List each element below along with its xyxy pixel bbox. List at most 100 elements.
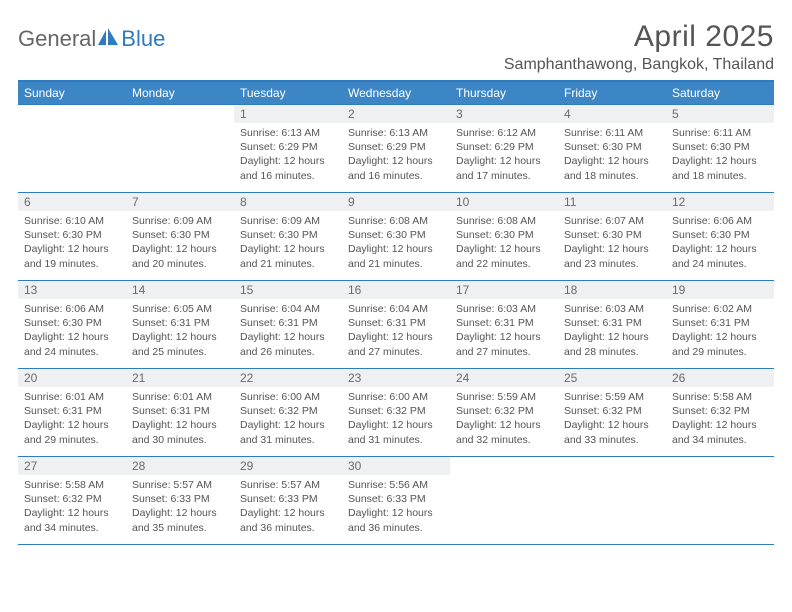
daylight-text: Daylight: 12 hours and 24 minutes. <box>672 242 768 270</box>
weekday-header: Sunday <box>18 81 126 105</box>
sunrise-text: Sunrise: 6:13 AM <box>240 126 336 140</box>
month-title: April 2025 <box>504 20 774 54</box>
calendar-day-cell: 29Sunrise: 5:57 AMSunset: 6:33 PMDayligh… <box>234 457 342 545</box>
day-number: 23 <box>342 369 450 387</box>
day-details: Sunrise: 6:02 AMSunset: 6:31 PMDaylight:… <box>666 299 774 363</box>
calendar-day-cell <box>126 105 234 193</box>
sunset-text: Sunset: 6:29 PM <box>240 140 336 154</box>
calendar-day-cell: 12Sunrise: 6:06 AMSunset: 6:30 PMDayligh… <box>666 193 774 281</box>
day-number: 11 <box>558 193 666 211</box>
calendar-table: SundayMondayTuesdayWednesdayThursdayFrid… <box>18 80 774 545</box>
calendar-day-cell: 20Sunrise: 6:01 AMSunset: 6:31 PMDayligh… <box>18 369 126 457</box>
sunset-text: Sunset: 6:29 PM <box>456 140 552 154</box>
day-details: Sunrise: 6:07 AMSunset: 6:30 PMDaylight:… <box>558 211 666 275</box>
location-text: Samphanthawong, Bangkok, Thailand <box>504 56 774 74</box>
day-number: 25 <box>558 369 666 387</box>
day-details: Sunrise: 6:09 AMSunset: 6:30 PMDaylight:… <box>234 211 342 275</box>
calendar-day-cell: 5Sunrise: 6:11 AMSunset: 6:30 PMDaylight… <box>666 105 774 193</box>
calendar-day-cell: 8Sunrise: 6:09 AMSunset: 6:30 PMDaylight… <box>234 193 342 281</box>
sunrise-text: Sunrise: 6:01 AM <box>132 390 228 404</box>
day-number: 26 <box>666 369 774 387</box>
day-details: Sunrise: 6:08 AMSunset: 6:30 PMDaylight:… <box>450 211 558 275</box>
day-details: Sunrise: 6:12 AMSunset: 6:29 PMDaylight:… <box>450 123 558 187</box>
sunrise-text: Sunrise: 6:08 AM <box>456 214 552 228</box>
sunset-text: Sunset: 6:30 PM <box>24 228 120 242</box>
sunset-text: Sunset: 6:30 PM <box>672 140 768 154</box>
day-number: 1 <box>234 105 342 123</box>
day-details: Sunrise: 6:11 AMSunset: 6:30 PMDaylight:… <box>666 123 774 187</box>
day-details: Sunrise: 6:01 AMSunset: 6:31 PMDaylight:… <box>18 387 126 451</box>
day-number: 19 <box>666 281 774 299</box>
sunrise-text: Sunrise: 5:58 AM <box>672 390 768 404</box>
day-details: Sunrise: 5:57 AMSunset: 6:33 PMDaylight:… <box>126 475 234 539</box>
day-details: Sunrise: 5:57 AMSunset: 6:33 PMDaylight:… <box>234 475 342 539</box>
sunrise-text: Sunrise: 5:59 AM <box>564 390 660 404</box>
day-details: Sunrise: 6:01 AMSunset: 6:31 PMDaylight:… <box>126 387 234 451</box>
day-details: Sunrise: 6:11 AMSunset: 6:30 PMDaylight:… <box>558 123 666 187</box>
day-number: 15 <box>234 281 342 299</box>
calendar-header-row: SundayMondayTuesdayWednesdayThursdayFrid… <box>18 81 774 105</box>
sunrise-text: Sunrise: 6:03 AM <box>564 302 660 316</box>
calendar-body: 1Sunrise: 6:13 AMSunset: 6:29 PMDaylight… <box>18 105 774 545</box>
calendar-week-row: 1Sunrise: 6:13 AMSunset: 6:29 PMDaylight… <box>18 105 774 193</box>
day-details: Sunrise: 6:03 AMSunset: 6:31 PMDaylight:… <box>558 299 666 363</box>
sunset-text: Sunset: 6:31 PM <box>348 316 444 330</box>
daylight-text: Daylight: 12 hours and 17 minutes. <box>456 154 552 182</box>
sunrise-text: Sunrise: 6:11 AM <box>564 126 660 140</box>
day-details: Sunrise: 5:58 AMSunset: 6:32 PMDaylight:… <box>18 475 126 539</box>
day-details: Sunrise: 5:58 AMSunset: 6:32 PMDaylight:… <box>666 387 774 451</box>
sunset-text: Sunset: 6:30 PM <box>456 228 552 242</box>
weekday-header: Friday <box>558 81 666 105</box>
daylight-text: Daylight: 12 hours and 27 minutes. <box>456 330 552 358</box>
calendar-day-cell: 15Sunrise: 6:04 AMSunset: 6:31 PMDayligh… <box>234 281 342 369</box>
weekday-header: Saturday <box>666 81 774 105</box>
calendar-day-cell: 11Sunrise: 6:07 AMSunset: 6:30 PMDayligh… <box>558 193 666 281</box>
day-number: 27 <box>18 457 126 475</box>
sunset-text: Sunset: 6:29 PM <box>348 140 444 154</box>
day-number: 7 <box>126 193 234 211</box>
day-details: Sunrise: 6:09 AMSunset: 6:30 PMDaylight:… <box>126 211 234 275</box>
day-number: 29 <box>234 457 342 475</box>
sunset-text: Sunset: 6:32 PM <box>240 404 336 418</box>
daylight-text: Daylight: 12 hours and 31 minutes. <box>348 418 444 446</box>
daylight-text: Daylight: 12 hours and 19 minutes. <box>24 242 120 270</box>
daylight-text: Daylight: 12 hours and 18 minutes. <box>672 154 768 182</box>
calendar-day-cell: 14Sunrise: 6:05 AMSunset: 6:31 PMDayligh… <box>126 281 234 369</box>
calendar-day-cell: 4Sunrise: 6:11 AMSunset: 6:30 PMDaylight… <box>558 105 666 193</box>
sunset-text: Sunset: 6:30 PM <box>564 140 660 154</box>
sunrise-text: Sunrise: 6:09 AM <box>132 214 228 228</box>
sunrise-text: Sunrise: 5:56 AM <box>348 478 444 492</box>
calendar-day-cell: 19Sunrise: 6:02 AMSunset: 6:31 PMDayligh… <box>666 281 774 369</box>
day-number: 12 <box>666 193 774 211</box>
calendar-day-cell <box>558 457 666 545</box>
sunset-text: Sunset: 6:30 PM <box>564 228 660 242</box>
sunrise-text: Sunrise: 6:00 AM <box>348 390 444 404</box>
page-header: General Blue April 2025 Samphanthawong, … <box>18 20 774 74</box>
daylight-text: Daylight: 12 hours and 16 minutes. <box>348 154 444 182</box>
sunset-text: Sunset: 6:32 PM <box>24 492 120 506</box>
daylight-text: Daylight: 12 hours and 29 minutes. <box>24 418 120 446</box>
calendar-day-cell: 25Sunrise: 5:59 AMSunset: 6:32 PMDayligh… <box>558 369 666 457</box>
day-details: Sunrise: 6:00 AMSunset: 6:32 PMDaylight:… <box>342 387 450 451</box>
day-details: Sunrise: 6:10 AMSunset: 6:30 PMDaylight:… <box>18 211 126 275</box>
sunset-text: Sunset: 6:33 PM <box>240 492 336 506</box>
sunset-text: Sunset: 6:30 PM <box>24 316 120 330</box>
sunrise-text: Sunrise: 6:03 AM <box>456 302 552 316</box>
day-details: Sunrise: 6:04 AMSunset: 6:31 PMDaylight:… <box>342 299 450 363</box>
sunset-text: Sunset: 6:31 PM <box>240 316 336 330</box>
sunset-text: Sunset: 6:30 PM <box>348 228 444 242</box>
calendar-day-cell: 27Sunrise: 5:58 AMSunset: 6:32 PMDayligh… <box>18 457 126 545</box>
day-number: 3 <box>450 105 558 123</box>
brand-logo: General Blue <box>18 20 165 52</box>
daylight-text: Daylight: 12 hours and 31 minutes. <box>240 418 336 446</box>
sunset-text: Sunset: 6:33 PM <box>132 492 228 506</box>
sunrise-text: Sunrise: 6:13 AM <box>348 126 444 140</box>
sunset-text: Sunset: 6:30 PM <box>132 228 228 242</box>
calendar-day-cell: 28Sunrise: 5:57 AMSunset: 6:33 PMDayligh… <box>126 457 234 545</box>
day-number: 28 <box>126 457 234 475</box>
day-number: 16 <box>342 281 450 299</box>
calendar-week-row: 27Sunrise: 5:58 AMSunset: 6:32 PMDayligh… <box>18 457 774 545</box>
calendar-day-cell: 21Sunrise: 6:01 AMSunset: 6:31 PMDayligh… <box>126 369 234 457</box>
calendar-day-cell <box>666 457 774 545</box>
sunrise-text: Sunrise: 6:04 AM <box>348 302 444 316</box>
